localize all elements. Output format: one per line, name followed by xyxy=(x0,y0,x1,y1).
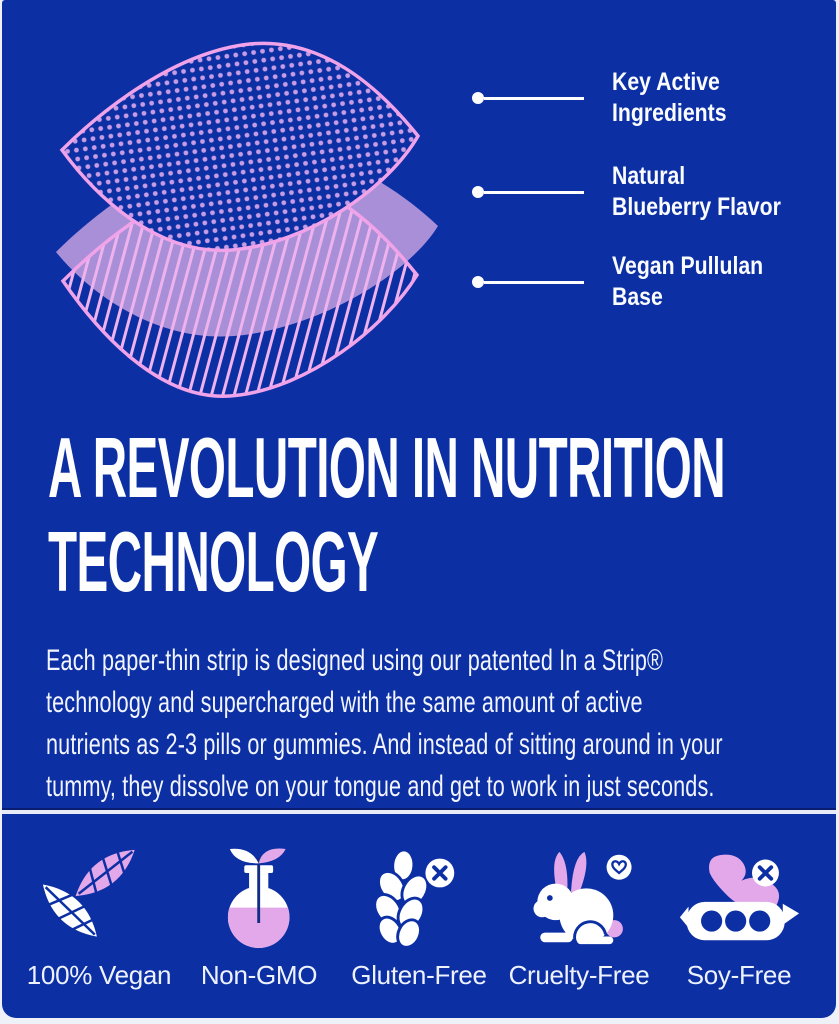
non-gmo-flask-icon xyxy=(228,848,290,948)
strip-layers-illustration xyxy=(56,41,438,398)
connector-line xyxy=(484,96,584,100)
callout-connector xyxy=(472,276,584,288)
badge-gluten-free: Gluten-Free xyxy=(344,848,494,991)
badge-label: Soy-Free xyxy=(686,960,792,990)
body-copy: Each paper-thin strip is designed using … xyxy=(46,640,723,808)
badge-100-vegan: 100% Vegan xyxy=(24,848,174,991)
x-mark-badge xyxy=(425,858,455,888)
heart-mark-badge xyxy=(606,854,632,880)
badge-soy-free: Soy-Free xyxy=(664,848,814,991)
body-line: Each paper-thin strip is designed using … xyxy=(46,644,664,677)
badge-label: Cruelty-Free xyxy=(508,960,650,990)
badge-cruelty-free: Cruelty-Free xyxy=(504,848,654,991)
callout-label: Key Active Ingredients xyxy=(612,68,727,127)
connector-dot xyxy=(472,276,484,288)
body-line: technology and supercharged with the sam… xyxy=(46,686,643,719)
callout-connector xyxy=(472,186,584,198)
vegan-leaves-icon xyxy=(43,848,136,937)
headline-line-1: A REVOLUTION IN NUTRITION xyxy=(48,421,726,516)
section-divider xyxy=(2,810,836,814)
connector-line xyxy=(484,280,584,284)
callout-key-active-ingredients: Key Active Ingredients xyxy=(472,66,747,130)
headline-line-2: TECHNOLOGY xyxy=(48,515,379,610)
certification-badges-section: 100% Vegan Non-GMO xyxy=(2,814,836,1018)
page-title: A REVOLUTION IN NUTRITION TECHNOLOGY xyxy=(48,422,836,610)
body-line: tummy, they dissolve on your tongue and … xyxy=(46,770,715,803)
callout-connector xyxy=(472,92,584,104)
badge-non-gmo: Non-GMO xyxy=(184,848,334,991)
x-mark-badge xyxy=(751,859,779,887)
body-line: nutrients as 2-3 pills or gummies. And i… xyxy=(46,728,723,761)
callout-label: Vegan Pullulan Base xyxy=(612,252,764,311)
soy-free-pod-icon xyxy=(679,854,799,941)
callout-natural-blueberry-flavor: Natural Blueberry Flavor xyxy=(472,160,811,224)
callout-vegan-pullulan-base: Vegan Pullulan Base xyxy=(472,250,790,314)
connector-line xyxy=(484,190,584,194)
cruelty-free-rabbit-icon xyxy=(533,851,632,945)
callout-label: Natural Blueberry Flavor xyxy=(612,162,781,221)
connector-dot xyxy=(472,92,484,104)
badge-label: Gluten-Free xyxy=(351,960,487,990)
badge-label: 100% Vegan xyxy=(26,960,172,990)
dotted-strip-layer xyxy=(59,41,421,253)
badge-label: Non-GMO xyxy=(200,960,318,990)
gluten-free-wheat-icon xyxy=(373,848,455,948)
connector-dot xyxy=(472,186,484,198)
